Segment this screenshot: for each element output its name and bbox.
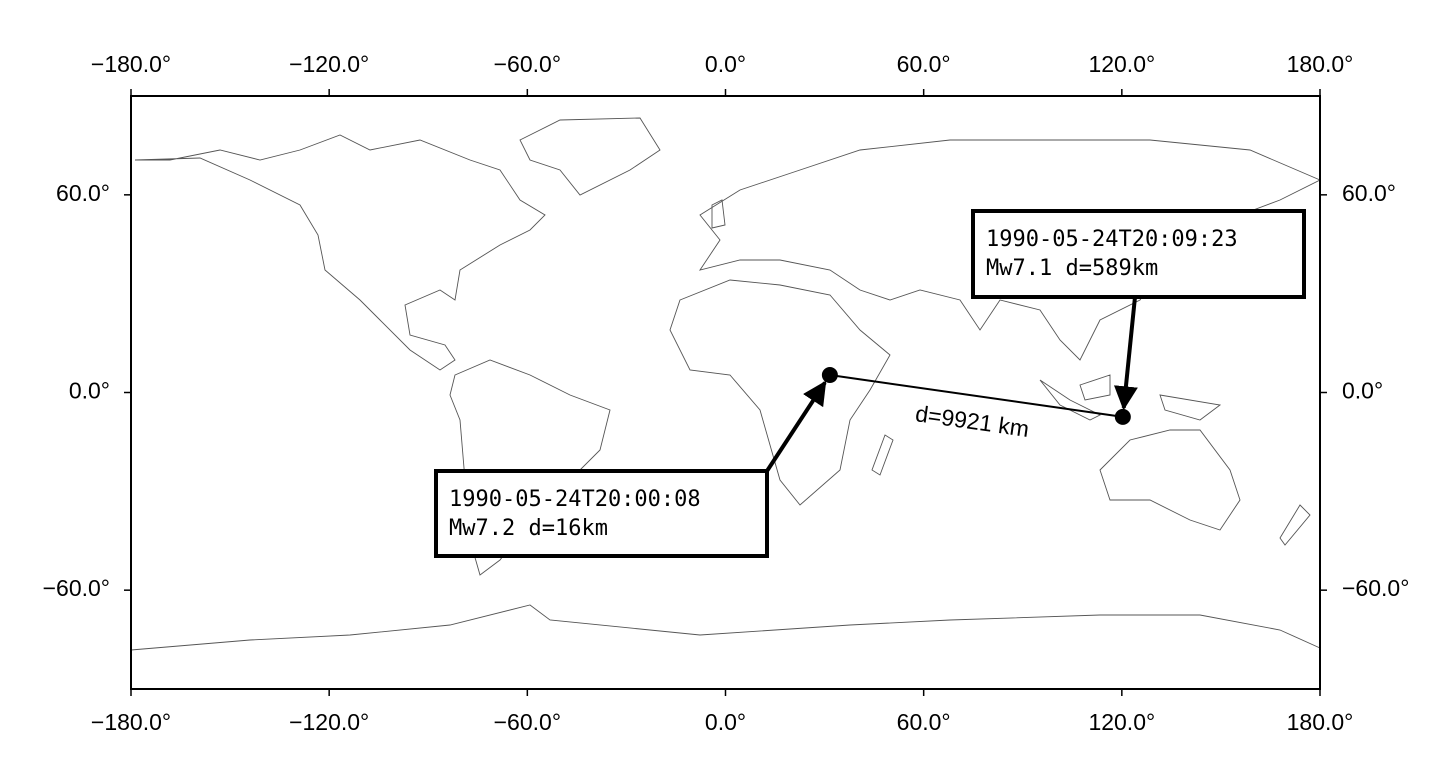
x-tick-label: 60.0°	[897, 51, 951, 77]
event-info: Mw7.2 d=16km	[449, 516, 608, 541]
event-marker	[1114, 408, 1131, 425]
callout-box	[434, 469, 769, 558]
y-tick-label: −60.0°	[43, 575, 110, 601]
great-circle-path	[829, 374, 1123, 418]
y-tick-label: 0.0°	[69, 378, 110, 404]
x-tick-label: −60.0°	[494, 51, 561, 77]
callout-arrow	[765, 380, 827, 473]
x-tick-label: −60.0°	[494, 709, 561, 735]
y-tick-label: 60.0°	[1342, 180, 1396, 206]
x-tick-label: −120.0°	[289, 51, 369, 77]
x-tick-label: 0.0°	[705, 709, 746, 735]
callout-arrow	[1113, 296, 1138, 411]
x-tick-label: 0.0°	[705, 51, 746, 77]
north-america	[134, 134, 546, 371]
callout-box	[971, 209, 1306, 299]
madagascar	[871, 434, 894, 476]
x-tick-label: −180.0°	[91, 51, 171, 77]
antarctica	[130, 604, 1321, 651]
x-tick-label: 120.0°	[1088, 709, 1155, 735]
coastlines	[130, 117, 1322, 651]
x-tick-label: 120.0°	[1088, 51, 1155, 77]
new-zealand	[1279, 504, 1311, 546]
britain	[711, 199, 726, 229]
x-tick-label: 60.0°	[897, 709, 951, 735]
event-time: 1990-05-24T20:00:08	[449, 487, 701, 512]
map-frame	[130, 95, 1321, 690]
x-tick-label: 180.0°	[1287, 709, 1354, 735]
y-tick-label: 60.0°	[56, 180, 110, 206]
event-time: 1990-05-24T20:09:23	[986, 227, 1238, 252]
africa	[669, 279, 891, 506]
y-tick-label: 0.0°	[1342, 378, 1383, 404]
x-tick-label: −180.0°	[91, 709, 171, 735]
y-tick-label: −60.0°	[1342, 575, 1409, 601]
australia	[1099, 429, 1241, 531]
distance-label: d=9921 km	[914, 400, 1031, 442]
event-marker	[821, 367, 838, 384]
x-tick-label: −120.0°	[289, 709, 369, 735]
greenland	[519, 117, 661, 196]
x-tick-label: 180.0°	[1287, 51, 1354, 77]
indonesia	[1039, 374, 1222, 421]
event-info: Mw7.1 d=589km	[986, 256, 1158, 281]
